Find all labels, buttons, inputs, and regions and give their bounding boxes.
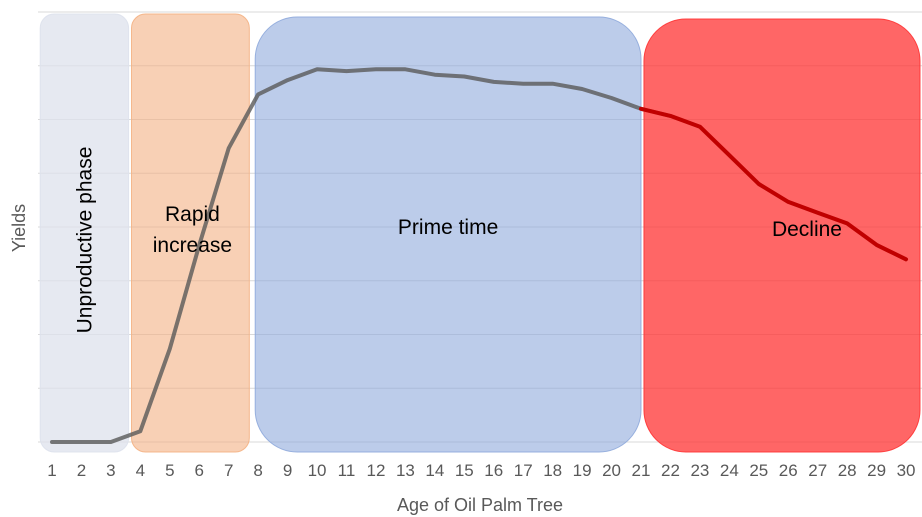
x-tick-label: 24 (720, 461, 739, 480)
phase-region-rapid-increase (131, 13, 250, 453)
x-tick-label: 23 (690, 461, 709, 480)
x-axis-title: Age of Oil Palm Tree (397, 495, 563, 515)
x-tick-label: 22 (661, 461, 680, 480)
phase-labels: Unproductive phase Rapid increase Prime tim… (73, 147, 842, 334)
x-tick-label: 29 (867, 461, 886, 480)
phase-overlays (639, 18, 921, 453)
x-tick-label: 1 (47, 461, 56, 480)
x-tick-label: 6 (195, 461, 204, 480)
x-tick-label: 26 (779, 461, 798, 480)
x-tick-label: 27 (808, 461, 827, 480)
x-tick-label: 7 (224, 461, 233, 480)
x-tick-label: 12 (366, 461, 385, 480)
x-tick-label: 17 (514, 461, 533, 480)
x-tick-label: 20 (602, 461, 621, 480)
x-tick-label: 8 (253, 461, 262, 480)
x-tick-label: 2 (77, 461, 86, 480)
x-tick-label: 5 (165, 461, 174, 480)
phase-region-unproductive-phase (39, 13, 130, 453)
x-tick-label: 10 (308, 461, 327, 480)
x-tick-label: 30 (897, 461, 916, 480)
phase-region-prime-time (254, 16, 642, 453)
x-tick-label: 15 (455, 461, 474, 480)
y-axis-title: Yields (9, 204, 29, 252)
x-tick-label: 3 (106, 461, 115, 480)
x-tick-label: 9 (283, 461, 292, 480)
x-tick-label: 19 (573, 461, 592, 480)
x-tick-labels: 1 2 3 4 5 6 7 8 9 10 11 12 13 14 15 16 17 18 19 20 21 22 23 24 2… (47, 461, 915, 480)
yield-line-decline (639, 106, 908, 262)
x-tick-label: 16 (484, 461, 503, 480)
x-tick-label: 13 (396, 461, 415, 480)
phase-label: Rapid increase (153, 203, 232, 257)
phase-label: Prime time (398, 216, 498, 239)
x-tick-label: 25 (749, 461, 768, 480)
x-tick-label: 18 (543, 461, 562, 480)
x-tick-label: 14 (425, 461, 444, 480)
phase-region-decline (643, 18, 921, 453)
phase-label: Unproductive phase (73, 147, 96, 334)
x-tick-label: 21 (632, 461, 651, 480)
phase-label: Decline (772, 218, 842, 241)
x-tick-label: 28 (838, 461, 857, 480)
phase-backgrounds (39, 13, 642, 453)
x-tick-label: 11 (338, 461, 356, 480)
x-tick-label: 4 (136, 461, 145, 480)
